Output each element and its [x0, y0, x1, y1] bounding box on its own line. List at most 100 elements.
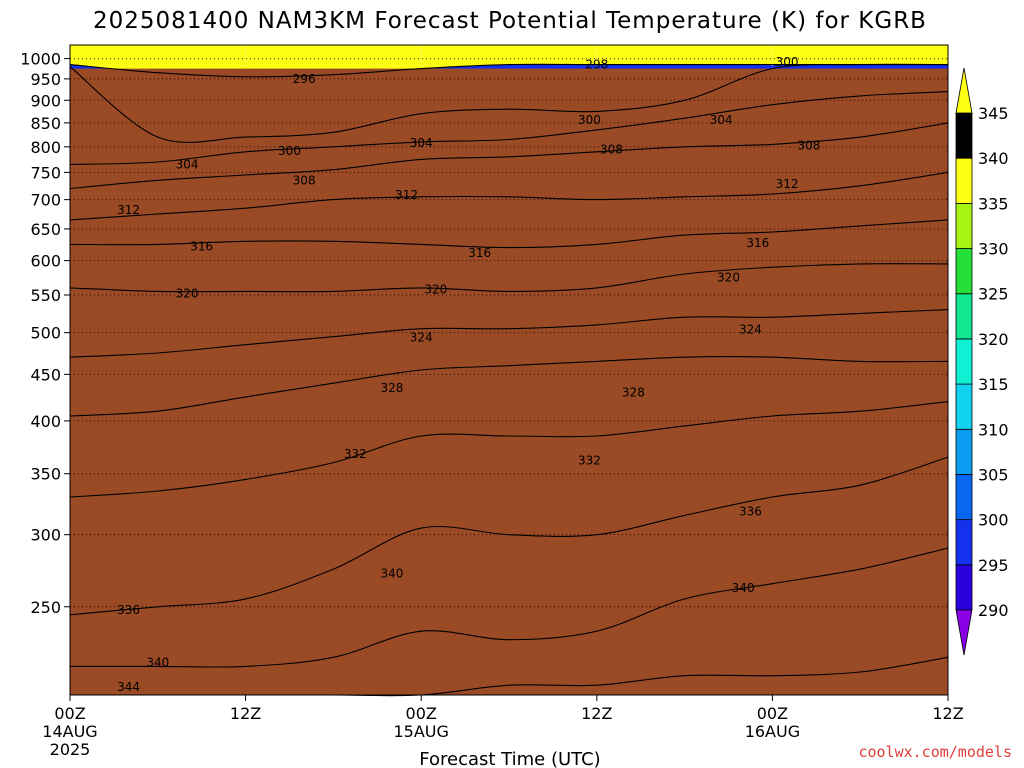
contour-label-298: 298	[585, 58, 608, 72]
y-tick-label-300: 300	[30, 526, 61, 545]
isentrope-320	[69, 263, 949, 293]
contour-label-332: 332	[344, 447, 367, 461]
isentrope-308	[69, 122, 949, 190]
contour-label-300: 300	[578, 113, 601, 127]
colorbar-segment-290	[955, 564, 973, 611]
contour-label-340: 340	[146, 656, 169, 670]
y-tick-label-950: 950	[30, 70, 61, 89]
isentrope-300	[69, 63, 949, 143]
contour-label-324: 324	[410, 330, 433, 344]
y-tick-label-550: 550	[30, 286, 61, 305]
isentrope-328	[69, 356, 949, 417]
contour-label-328: 328	[380, 381, 403, 395]
contour-label-312: 312	[776, 177, 799, 191]
colorbar-label-315: 315	[978, 375, 1009, 394]
contour-label-320: 320	[176, 287, 199, 301]
colorbar-segment-340	[955, 112, 973, 159]
isentrope-336	[69, 456, 949, 616]
colorbar-label-345: 345	[978, 104, 1009, 123]
isentrope-316	[69, 219, 949, 249]
isentrope-324	[69, 309, 949, 358]
x-tick-label-year: 2025	[50, 740, 91, 759]
plot-frame	[69, 44, 949, 696]
y-tick-label-400: 400	[30, 412, 61, 431]
contour-label-312: 312	[395, 188, 418, 202]
contour-label-312: 312	[117, 203, 140, 217]
contour-label-336: 336	[739, 505, 762, 519]
ground-fill	[70, 68, 948, 695]
contour-label-340: 340	[380, 566, 403, 580]
colorbar-segment-320	[955, 293, 973, 340]
y-tick-label-1000: 1000	[20, 50, 61, 69]
y-tick-label-750: 750	[30, 163, 61, 182]
isentrope-332	[69, 401, 949, 498]
contour-label-328: 328	[622, 385, 645, 399]
contour-label-308: 308	[293, 173, 316, 187]
x-tick-label-hour: 00Z	[406, 704, 437, 723]
contour-label-324: 324	[739, 323, 762, 337]
colorbar-arrow-low	[955, 609, 973, 656]
y-tick-label-350: 350	[30, 465, 61, 484]
colorbar-label-340: 340	[978, 149, 1009, 168]
contour-label-316: 316	[468, 246, 491, 260]
colorbar-label-335: 335	[978, 194, 1009, 213]
colorbar-label-295: 295	[978, 556, 1009, 575]
y-tick-label-250: 250	[30, 598, 61, 617]
contour-label-316: 316	[190, 239, 213, 253]
contour-label-308: 308	[600, 142, 623, 156]
contour-label-308: 308	[798, 138, 821, 152]
colorbar-label-310: 310	[978, 420, 1009, 439]
y-tick-label-450: 450	[30, 365, 61, 384]
colorbar-segment-305	[955, 428, 973, 475]
contour-labels: 344 340 336 340 340 336 332 332 328 328 324 324 320 3…	[117, 55, 820, 694]
contour-label-300: 300	[776, 55, 799, 69]
isentrope-340	[69, 547, 949, 668]
y-tick-label-600: 600	[30, 252, 61, 271]
contour-label-336: 336	[117, 603, 140, 617]
contour-label-332: 332	[578, 453, 601, 467]
contour-label-304: 304	[176, 158, 199, 172]
source-credit[interactable]: coolwx.com/models	[858, 743, 1012, 761]
y-tick-label-700: 700	[30, 191, 61, 210]
x-tick-label-hour: 00Z	[757, 704, 788, 723]
contour-label-296: 296	[293, 72, 316, 86]
colorbar-segment-300	[955, 474, 973, 521]
colorbar-segment-325	[955, 248, 973, 295]
colorbar-segment-295	[955, 519, 973, 566]
contour-label-344: 344	[117, 680, 140, 694]
colorbar-segment-315	[955, 338, 973, 385]
x-tick-label-date: 16AUG	[745, 722, 800, 741]
colorbar: 290 295 300 305 310 315 320 325 330 335 340 345	[955, 67, 1009, 656]
x-tick-label-date: 14AUG	[42, 722, 97, 741]
chart-title: 2025081400 NAM3KM Forecast Potential Tem…	[93, 8, 927, 34]
contour-label-340: 340	[732, 581, 755, 595]
y-tick-label-800: 800	[30, 138, 61, 157]
colorbar-label-290: 290	[978, 601, 1009, 620]
x-tick-label-hour: 12Z	[581, 704, 612, 723]
contour-label-300: 300	[278, 144, 301, 158]
ground-below-surface	[70, 68, 948, 695]
contour-label-316: 316	[746, 236, 769, 250]
colorbar-label-305: 305	[978, 465, 1009, 484]
colorbar-arrow-high	[955, 67, 973, 114]
isentrope-312	[69, 171, 949, 221]
contour-label-320: 320	[717, 270, 740, 284]
x-tick-label-date: 15AUG	[393, 722, 448, 741]
isentrope-lines	[69, 63, 949, 697]
contour-label-304: 304	[710, 113, 733, 127]
colorbar-label-320: 320	[978, 330, 1009, 349]
colorbar-segment-330	[955, 202, 973, 249]
y-tick-label-500: 500	[30, 324, 61, 343]
colorbar-segment-310	[955, 383, 973, 430]
contour-label-304: 304	[410, 136, 433, 150]
colorbar-label-300: 300	[978, 511, 1009, 530]
colorbar-label-330: 330	[978, 240, 1009, 259]
x-tick-label-hour: 12Z	[932, 704, 963, 723]
x-tick-label-hour: 00Z	[54, 704, 85, 723]
colorbar-segment-335	[955, 157, 973, 204]
colorbar-label-325: 325	[978, 285, 1009, 304]
contour-label-320: 320	[424, 282, 447, 296]
